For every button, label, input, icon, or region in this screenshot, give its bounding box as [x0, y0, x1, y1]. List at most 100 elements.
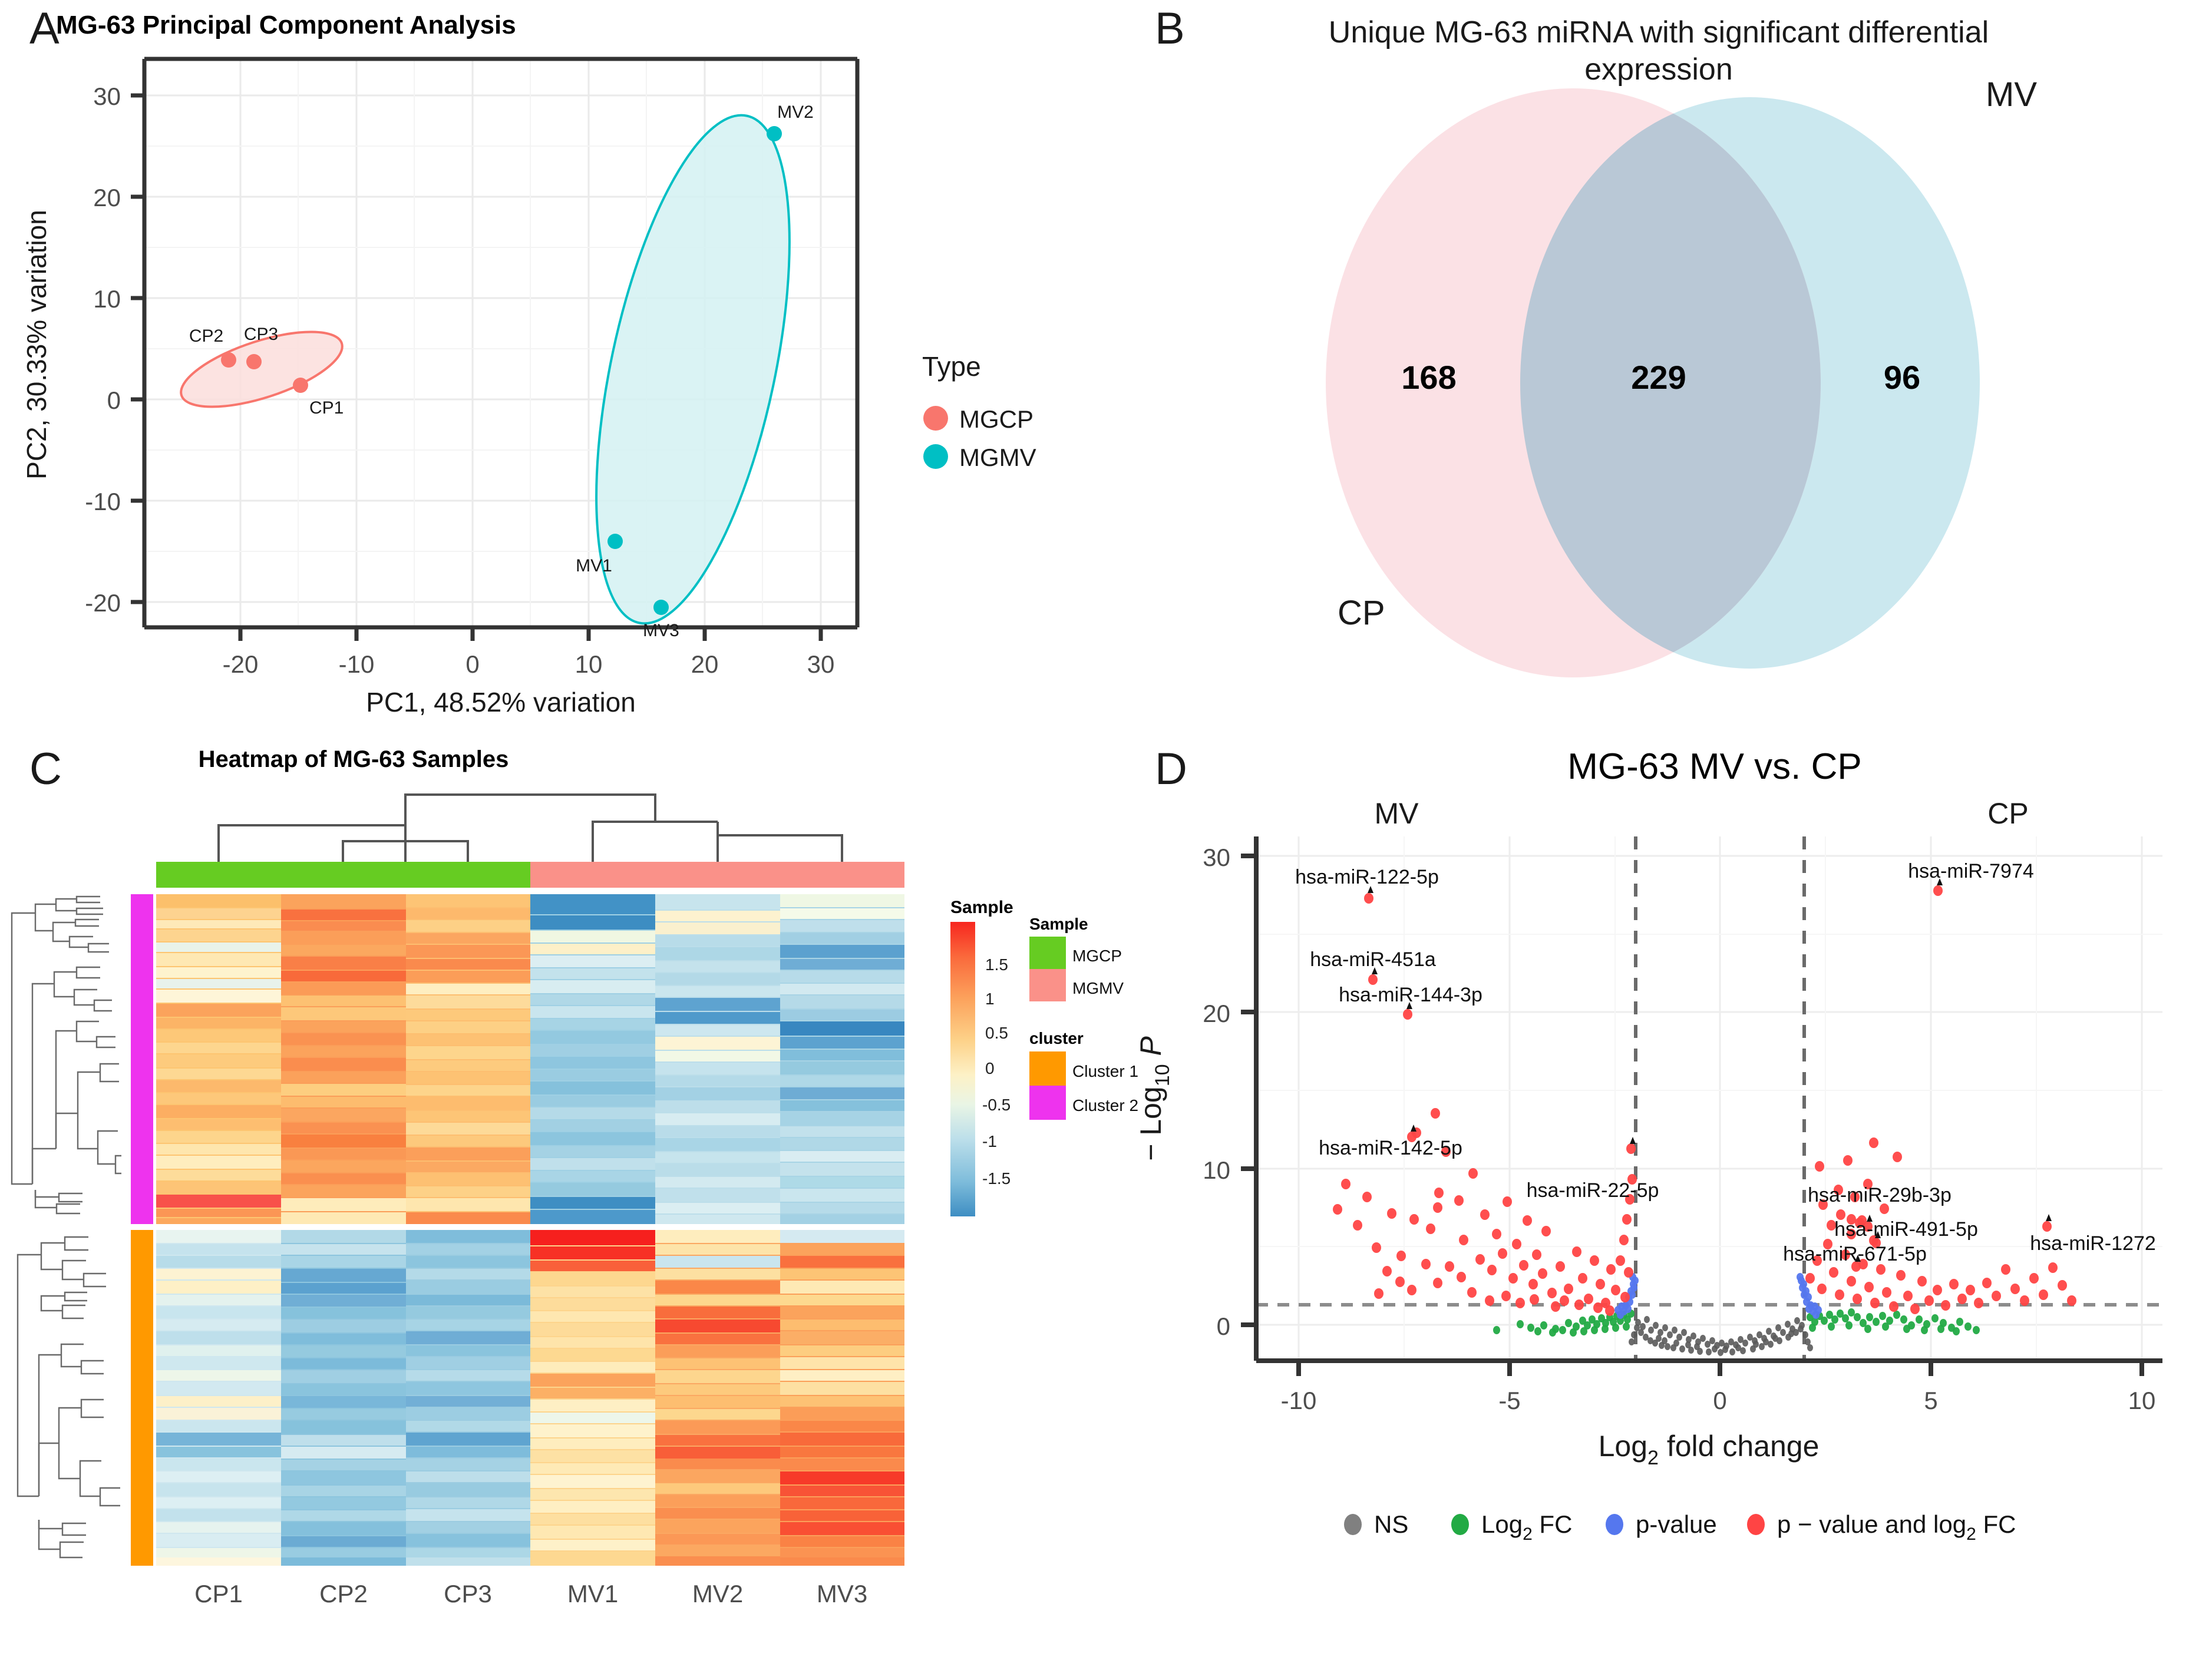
panel-a-letter: A — [29, 4, 60, 54]
heatmap-cb-tick-neg1: -1 — [982, 1132, 997, 1150]
volcano-points-ns — [1629, 1316, 1813, 1356]
volcano-annot-29b-3p: hsa-miR-29b-3p — [1808, 1184, 1952, 1206]
pca-point-label-cp2: CP2 — [189, 326, 223, 346]
heatmap-colorbar-title: Sample — [950, 898, 1013, 917]
venn-diagram: Unique MG-63 miRNA with significant diff… — [1326, 15, 2037, 677]
heatmap-sample-swatch-mgcp — [1029, 937, 1066, 969]
pca-ytick-neg20: -20 — [85, 589, 121, 617]
heatmap-cluster-legend-title: cluster — [1029, 1029, 1084, 1047]
panel-c: C Heatmap of MG-63 Samples — [0, 736, 1138, 1680]
volcano-annot-22-5p: hsa-miR-22-5p — [1527, 1179, 1659, 1202]
pca-point-label-mv1: MV1 — [576, 556, 612, 576]
panel-b: B Unique MG-63 miRNA with significant di… — [1108, 0, 2209, 736]
heatmap-sample-label-mgmv: MGMV — [1072, 979, 1124, 997]
pca-legend-label-mgcp: MGCP — [959, 405, 1033, 433]
volcano-legend-swatch-log2fc — [1451, 1514, 1469, 1535]
pca-xtick-10: 10 — [575, 650, 603, 678]
volcano-xaxis-suffix: fold change — [1659, 1430, 1819, 1463]
venn-label-mv: MV — [1986, 75, 2037, 114]
pca-point-mv1 — [607, 534, 623, 549]
venn-intersection — [1520, 97, 1821, 669]
pca-point-label-mv3: MV3 — [643, 621, 679, 640]
panel-b-title-line1: Unique MG-63 miRNA with significant diff… — [1329, 15, 1989, 49]
pca-xtick-0: 0 — [465, 650, 479, 678]
column-annotation-mgmv — [530, 862, 904, 888]
volcano-annot-491-5p: hsa-miR-491-5p — [1834, 1218, 1978, 1241]
panel-b-letter: B — [1155, 4, 1185, 54]
venn-count-cp-only: 168 — [1401, 359, 1456, 396]
volcano-legend-label-ns: NS — [1374, 1510, 1408, 1538]
volcano-yaxis-sub: 10 — [1151, 1064, 1174, 1086]
volcano-legend-label-log2fc: Log2 FC — [1481, 1510, 1572, 1544]
heatmap-cluster-label-2: Cluster 2 — [1072, 1096, 1138, 1115]
pca-legend-swatch-mgcp — [923, 406, 948, 431]
volcano-xtick-neg5: -5 — [1498, 1387, 1520, 1414]
heatmap-cluster1-rows — [156, 1230, 904, 1566]
heatmap-cb-tick-1-5: 1.5 — [985, 955, 1008, 974]
row-dendrogram — [11, 895, 121, 1559]
panel-d-side-label-cp: CP — [1987, 797, 2028, 830]
volcano-ytick-0: 0 — [1217, 1312, 1230, 1340]
heatmap-plot: Heatmap of MG-63 Samples — [11, 746, 1138, 1608]
heatmap-cb-tick-0-5: 0.5 — [985, 1024, 1008, 1042]
heatmap-sample-swatch-mgmv — [1029, 969, 1066, 1001]
pca-ytick-30: 30 — [93, 82, 121, 110]
heatmap-cluster-label-1: Cluster 1 — [1072, 1062, 1138, 1080]
volcano-annot-142-5p: hsa-miR-142-5p — [1319, 1137, 1462, 1159]
column-dendrogram — [217, 793, 843, 862]
volcano-ytick-10: 10 — [1203, 1156, 1230, 1184]
volcano-yaxis-label: − Log10 P — [1134, 1036, 1174, 1161]
panel-d-letter: D — [1155, 744, 1187, 794]
pca-ellipse-mgmv — [595, 114, 791, 625]
volcano-points-pvalue — [1614, 1273, 1822, 1319]
volcano-xtick-10: 10 — [2128, 1387, 2156, 1414]
heatmap-sample-legend-title: Sample — [1029, 915, 1088, 933]
volcano-legend-swatch-both — [1747, 1514, 1765, 1535]
pca-ytick-neg10: -10 — [85, 488, 121, 515]
pca-point-label-cp1: CP1 — [309, 398, 344, 418]
heatmap-col-label-cp2: CP2 — [319, 1580, 368, 1608]
volcano-points-significant — [1333, 885, 2076, 1316]
volcano-xtick-0: 0 — [1713, 1387, 1726, 1414]
volcano-xaxis-prefix: Log — [1599, 1430, 1647, 1463]
pca-point-mv3 — [653, 600, 669, 615]
volcano-ytick-20: 20 — [1203, 1000, 1230, 1027]
volcano-yaxis-prefix: − Log — [1134, 1086, 1167, 1161]
heatmap-cb-tick-neg1-5: -1.5 — [982, 1169, 1011, 1188]
volcano-annot-144-3p: hsa-miR-144-3p — [1339, 984, 1482, 1006]
volcano-ytick-30: 30 — [1203, 844, 1230, 871]
volcano-annot-122-5p: hsa-miR-122-5p — [1295, 866, 1439, 888]
panel-a-title: MG-63 Principal Component Analysis — [56, 11, 516, 39]
pca-ytick-20: 20 — [93, 184, 121, 211]
volcano-xtick-neg10: -10 — [1281, 1387, 1317, 1414]
pca-legend-swatch-mgmv — [923, 444, 948, 469]
volcano-annot-451a: hsa-miR-451a — [1310, 948, 1436, 971]
volcano-legend: NS Log2 FC p-value p − value and log2 FC — [1344, 1510, 2016, 1544]
heatmap-cluster-swatch-1 — [1029, 1051, 1066, 1086]
panel-a: A MG-63 Principal Component Analysis — [0, 0, 1108, 736]
volcano-plot: MG-63 MV vs. CP MV CP — [1134, 746, 2162, 1544]
pca-point-cp1 — [293, 378, 308, 393]
pca-xtick-20: 20 — [691, 650, 719, 678]
pca-legend-label-mgmv: MGMV — [959, 444, 1036, 471]
heatmap-col-label-cp3: CP3 — [444, 1580, 492, 1608]
volcano-yaxis-suffix: P — [1134, 1036, 1167, 1064]
pca-plot: 30 20 10 0 -10 -20 -20 -10 0 10 20 30 PC… — [21, 57, 1036, 717]
volcano-legend-label-both: p − value and log2 FC — [1777, 1510, 2016, 1544]
panel-b-title-line2: expression — [1584, 52, 1732, 87]
pca-ellipse-mgcp — [180, 330, 344, 408]
heatmap-col-label-mv2: MV2 — [692, 1580, 743, 1608]
heatmap-col-label-cp1: CP1 — [194, 1580, 243, 1608]
pca-point-label-mv2: MV2 — [777, 102, 814, 122]
pca-xaxis-label: PC1, 48.52% variation — [366, 687, 636, 717]
volcano-points-log2fc — [1493, 1308, 1980, 1337]
heatmap-col-label-mv3: MV3 — [817, 1580, 867, 1608]
pca-xtick-neg20: -20 — [223, 650, 259, 678]
heatmap-cluster-swatch-2 — [1029, 1086, 1066, 1120]
pca-ytick-10: 10 — [93, 285, 121, 313]
volcano-callout-markers — [1368, 878, 2052, 1262]
venn-count-mv-only: 96 — [1884, 359, 1920, 396]
pca-legend-title: Type — [922, 351, 981, 382]
heatmap-cluster2-rows — [156, 894, 904, 1224]
heatmap-cb-tick-neg0-5: -0.5 — [982, 1096, 1011, 1114]
